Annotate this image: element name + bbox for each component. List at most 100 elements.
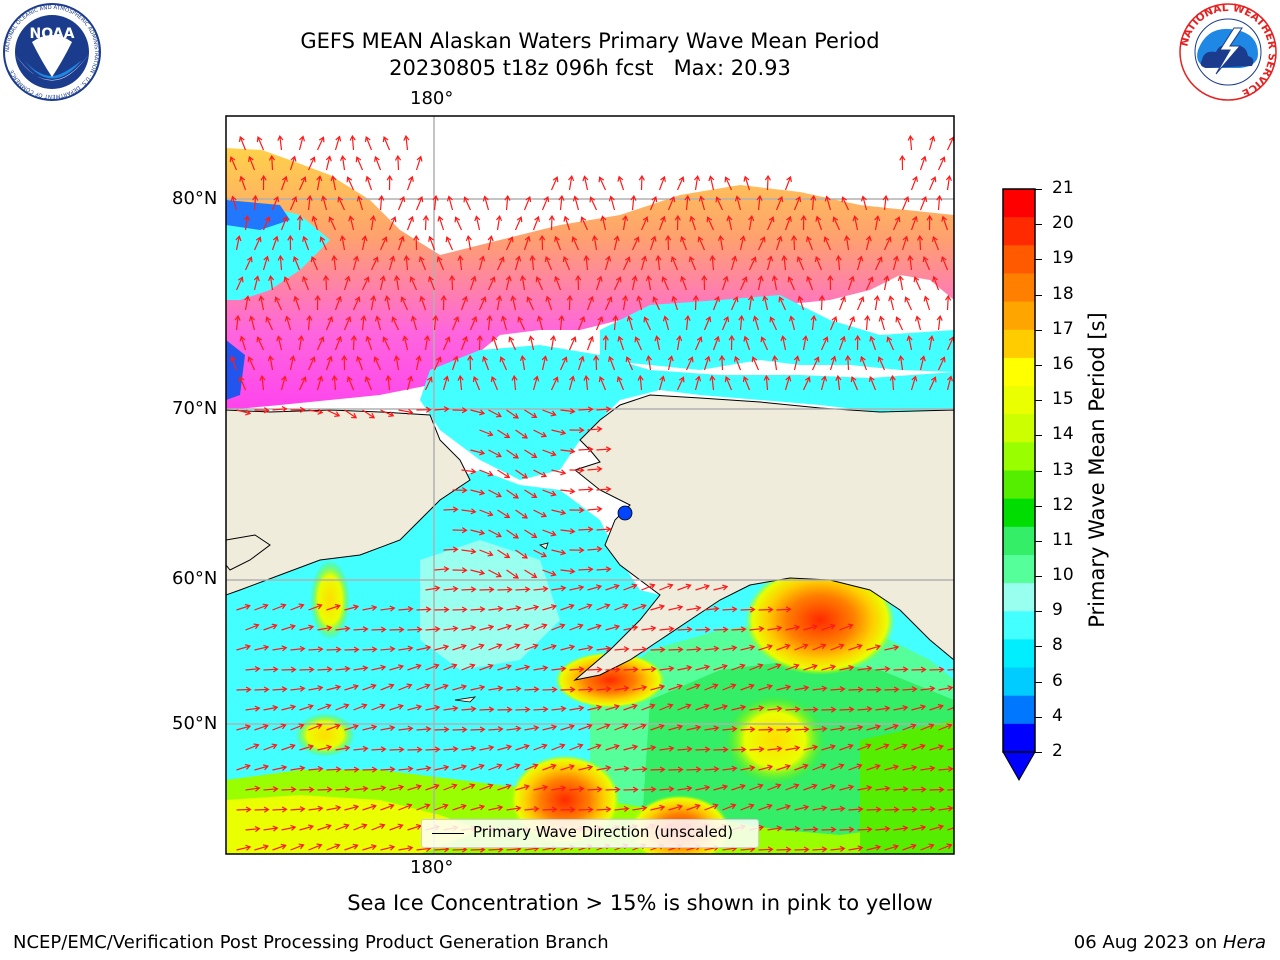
wave-arrow — [749, 746, 765, 753]
wave-arrow — [614, 723, 629, 731]
wave-arrow — [353, 626, 369, 633]
wave-arrow — [650, 684, 666, 691]
wave-arrow — [253, 275, 260, 291]
wave-arrow — [380, 766, 396, 773]
wave-arrow — [440, 294, 447, 311]
wave-arrow — [713, 626, 729, 633]
wave-arrow — [409, 276, 418, 291]
sea-ice-band — [226, 148, 954, 410]
wave-arrow — [902, 686, 918, 693]
wave-arrow — [857, 785, 873, 792]
colorbar-tick-label: 21 — [1052, 178, 1074, 198]
wave-arrow — [479, 429, 494, 437]
wave-arrow — [407, 663, 422, 671]
wave-arrow — [778, 296, 787, 311]
wave-arrow — [469, 316, 478, 331]
wave-arrow — [605, 786, 621, 793]
wave-arrow — [598, 176, 607, 191]
wave-arrow — [578, 764, 594, 771]
wave-arrow — [290, 406, 306, 413]
wave-arrow — [650, 646, 666, 653]
wave-arrow — [560, 528, 576, 535]
wave-arrow — [866, 806, 882, 813]
wave-arrow — [542, 643, 557, 651]
wave-arrow — [703, 355, 711, 371]
wave-arrow — [661, 276, 670, 291]
wave-arrow — [560, 764, 575, 771]
wave-arrow — [767, 825, 783, 832]
colorbar-band — [1003, 554, 1035, 584]
wave-arrow — [902, 764, 918, 771]
wave-arrow — [515, 586, 531, 593]
wave-arrow — [640, 255, 648, 271]
wave-arrow — [463, 196, 472, 211]
wave-arrow — [371, 746, 387, 753]
wave-arrow — [697, 236, 706, 251]
wave-arrow — [578, 645, 594, 652]
wave-arrow — [758, 764, 774, 771]
wave-arrow — [830, 643, 845, 651]
wave-arrow — [515, 784, 531, 791]
wave-arrow — [506, 805, 522, 812]
wave-arrow — [767, 663, 782, 671]
wave-arrow — [335, 823, 350, 831]
wave-arrow — [875, 785, 891, 792]
wave-arrow — [532, 215, 540, 231]
wave-arrow — [612, 314, 619, 331]
wave-arrow — [926, 214, 933, 231]
wave-arrow — [524, 686, 540, 693]
wave-arrow — [884, 644, 900, 651]
wave-arrow — [254, 764, 270, 771]
wave-arrow — [713, 584, 729, 591]
wave-arrow — [785, 783, 800, 791]
wave-arrow — [539, 234, 546, 251]
wave-arrow — [551, 429, 567, 436]
wave-arrow — [326, 843, 341, 851]
wave-arrow — [236, 724, 252, 731]
wave-arrow — [864, 314, 871, 331]
wave-arrow — [668, 804, 684, 811]
wave-arrow — [442, 375, 450, 391]
wave-arrow — [907, 254, 914, 271]
wave-arrow — [668, 724, 684, 731]
wave-arrow — [535, 276, 544, 291]
wave-arrow — [794, 685, 810, 692]
wave-arrow — [406, 375, 414, 391]
wave-arrow — [658, 175, 666, 191]
wave-arrow — [830, 805, 846, 812]
wave-arrow — [407, 626, 423, 633]
wave-arrow — [290, 685, 306, 692]
wave-arrow — [479, 744, 495, 752]
wave-arrow — [848, 845, 864, 852]
wave-arrow — [533, 429, 547, 438]
wave-arrow — [386, 174, 393, 191]
colorbar-tick-label: 8 — [1052, 635, 1063, 656]
wave-arrow — [299, 703, 314, 711]
wave-arrow — [341, 354, 348, 371]
wave-arrow — [860, 195, 868, 211]
wave-arrow — [749, 705, 765, 712]
wave-arrow — [893, 743, 908, 751]
wave-arrow — [758, 606, 774, 613]
wave-arrow — [474, 215, 481, 231]
wave-arrow — [289, 196, 298, 211]
wave-arrow — [652, 296, 661, 311]
wave-arrow — [319, 236, 328, 251]
wave-arrow — [920, 806, 936, 813]
wave-arrow — [334, 295, 342, 311]
wave-arrow — [686, 803, 701, 811]
wave-arrow — [550, 176, 559, 191]
wave-arrow — [600, 215, 607, 231]
wave-arrow — [280, 375, 288, 391]
wave-arrow — [545, 295, 553, 311]
wave-arrow — [605, 624, 621, 631]
wave-arrow — [298, 376, 307, 391]
wave-arrow — [794, 726, 810, 733]
wave-arrow — [775, 235, 783, 251]
wave-arrow — [596, 723, 611, 731]
colorbar-tick-mark — [1035, 329, 1042, 331]
wave-arrow — [380, 803, 395, 811]
wave-arrow — [910, 215, 918, 231]
wave-arrow — [515, 664, 531, 671]
wave-arrow — [796, 256, 805, 271]
